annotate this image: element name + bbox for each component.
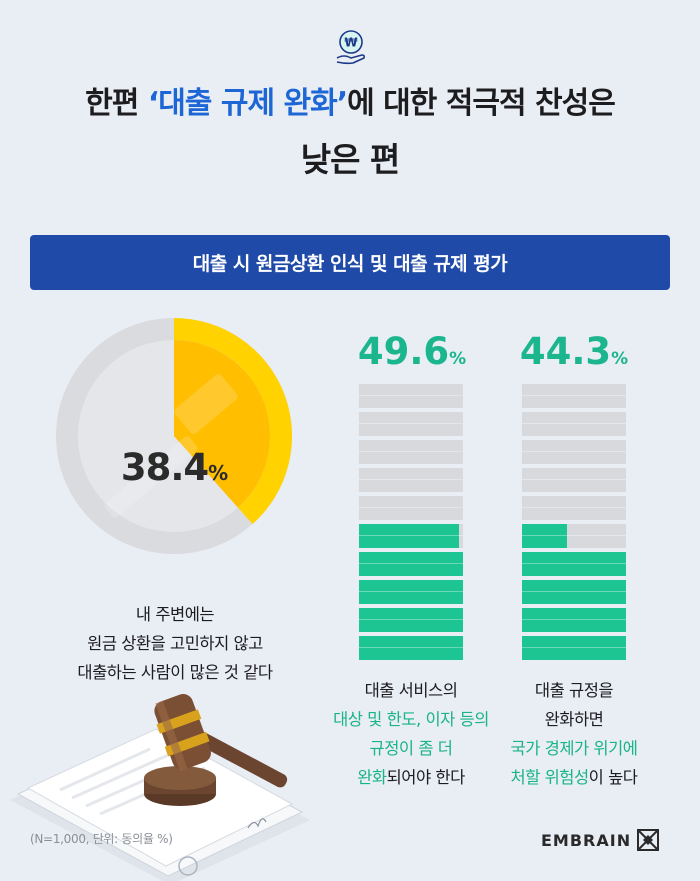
bar-segment-fill bbox=[522, 524, 567, 548]
bar-segment bbox=[522, 636, 626, 660]
stat-number: 44.3 bbox=[519, 330, 612, 373]
donut-caption: 내 주변에는 원금 상환을 고민하지 않고 대출하는 사람이 많은 것 같다 bbox=[40, 600, 310, 687]
bar-segment-fill bbox=[359, 580, 463, 604]
caption-line: 처할 위험성이 높다 bbox=[474, 763, 674, 792]
caption-line: 완화되어야 한다 bbox=[311, 763, 511, 792]
bar-segment bbox=[359, 384, 463, 408]
bar-segment bbox=[522, 412, 626, 436]
column-caption-1: 대출 서비스의 대상 및 한도, 이자 등의 규정이 좀 더 완화되어야 한다 bbox=[311, 676, 511, 792]
donut-inner-slice bbox=[174, 340, 270, 508]
segmented-bar-1 bbox=[359, 384, 463, 664]
bar-segment-fill bbox=[522, 580, 626, 604]
bar-segment bbox=[522, 496, 626, 520]
brand-logo: EMBRAIN bbox=[541, 829, 660, 851]
caption-line: 대출 서비스의 bbox=[364, 681, 458, 700]
svg-text:₩: ₩ bbox=[344, 36, 358, 50]
donut-value-number: 38.4 bbox=[120, 446, 209, 489]
bar-segment bbox=[359, 440, 463, 464]
caption-rest: 되어야 한다 bbox=[386, 768, 466, 787]
donut-caption-line: 대출하는 사람이 많은 것 같다 bbox=[77, 663, 273, 682]
gavel-watermark-icon bbox=[104, 374, 238, 518]
document-stack-icon bbox=[10, 728, 310, 881]
bar-segment bbox=[522, 552, 626, 576]
gavel-icon bbox=[144, 694, 288, 806]
coin-hand-icon: ₩ bbox=[336, 30, 366, 65]
title-post: 에 대한 적극적 찬성은 bbox=[347, 86, 616, 121]
caption-green: 처할 위험성 bbox=[510, 768, 590, 787]
bar-segment bbox=[522, 580, 626, 604]
bar-segment bbox=[522, 440, 626, 464]
donut-value-unit: % bbox=[208, 461, 228, 485]
donut-value: 38.4% bbox=[56, 446, 292, 489]
bar-segment bbox=[522, 468, 626, 492]
stat-unit: % bbox=[611, 349, 629, 369]
caption-line: 완화하면 bbox=[544, 710, 604, 729]
section-banner: 대출 시 원금상환 인식 및 대출 규제 평가 bbox=[30, 235, 670, 290]
bar-segment-fill bbox=[522, 636, 626, 660]
bar-segment bbox=[359, 468, 463, 492]
page-title-line1: 한편 ‘대출 규제 완화’에 대한 적극적 찬성은 bbox=[0, 82, 700, 126]
bar-segment bbox=[522, 608, 626, 632]
bar-segment bbox=[359, 636, 463, 660]
caption-line: 국가 경제가 위기에 bbox=[510, 739, 638, 758]
bar-segment bbox=[359, 412, 463, 436]
donut-caption-line: 내 주변에는 bbox=[135, 605, 215, 624]
caption-line: 대상 및 한도, 이자 등의 bbox=[333, 710, 489, 729]
caption-green: 완화 bbox=[357, 768, 387, 787]
bar-segment-fill bbox=[359, 552, 463, 576]
bar-segment-fill bbox=[359, 524, 459, 548]
bar-segment bbox=[359, 608, 463, 632]
brand-name: EMBRAIN bbox=[541, 830, 632, 850]
stat-value-2: 44.3% bbox=[509, 330, 639, 373]
donut-caption-line: 원금 상환을 고민하지 않고 bbox=[87, 634, 263, 653]
stat-number: 49.6 bbox=[357, 330, 450, 373]
caption-rest: 이 높다 bbox=[588, 768, 638, 787]
brand-mark-icon bbox=[637, 829, 660, 851]
bar-segment bbox=[359, 552, 463, 576]
title-highlight: ‘대출 규제 완화’ bbox=[147, 86, 348, 121]
bar-segment-fill bbox=[359, 636, 463, 660]
stat-unit: % bbox=[449, 349, 467, 369]
bar-segment-fill bbox=[359, 608, 463, 632]
bar-segment bbox=[359, 580, 463, 604]
page-title-line2: 낮은 편 bbox=[300, 140, 401, 179]
column-caption-2: 대출 규정을 완화하면 국가 경제가 위기에 처할 위험성이 높다 bbox=[474, 676, 674, 792]
caption-line: 대출 규정을 bbox=[534, 681, 614, 700]
bar-segment bbox=[522, 524, 626, 548]
bar-segment bbox=[359, 496, 463, 520]
bar-segment bbox=[359, 524, 463, 548]
bar-segment-fill bbox=[522, 608, 626, 632]
donut-chart bbox=[56, 318, 292, 554]
stat-value-1: 49.6% bbox=[347, 330, 477, 373]
bar-segment-fill bbox=[522, 552, 626, 576]
bar-segment bbox=[522, 384, 626, 408]
gavel-document-illustration bbox=[10, 694, 310, 881]
title-pre: 한편 bbox=[85, 86, 148, 121]
segmented-bar-2 bbox=[522, 384, 626, 664]
footnote: (N=1,000, 단위: 동의율 %) bbox=[30, 832, 173, 846]
caption-line: 규정이 좀 더 bbox=[369, 739, 453, 758]
